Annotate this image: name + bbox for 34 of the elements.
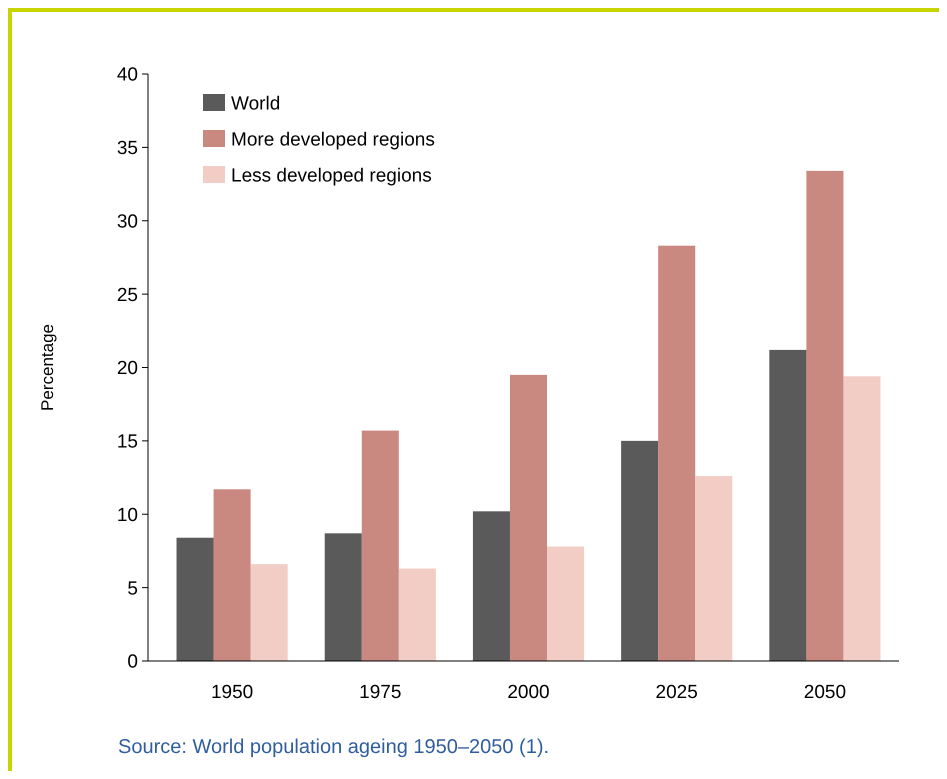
y-tick-label: 25 [116,284,138,306]
bar [214,489,251,661]
y-tick-label: 15 [116,432,138,453]
bar [621,440,658,661]
x-tick-label: 1950 [210,682,254,703]
bar [658,246,696,661]
bar [843,376,880,661]
bar [324,533,362,661]
legend-label: More developed regions [231,130,435,151]
y-tick-label: 20 [116,358,138,380]
bar [362,430,399,661]
bar [398,568,436,661]
y-axis-title: Percentage [38,324,57,411]
bar [472,511,510,661]
legend-label: World [231,94,280,115]
y-tick-label: 5 [127,578,138,600]
y-tick-label: 10 [116,504,138,526]
bar [806,170,844,661]
bar [769,350,806,661]
y-tick-label: 35 [116,138,138,160]
x-tick-label: 2025 [656,682,698,703]
y-tick-label: 0 [127,652,138,673]
bar [547,546,584,661]
x-tick-label: 2000 [507,682,550,703]
source-note: Source: World population ageing 1950–2050 (1). [118,736,550,758]
bar [250,564,288,661]
x-tick-label: 2050 [804,682,846,703]
y-tick-label: 40 [116,64,138,86]
bar [176,538,214,661]
x-tick-label: 1975 [359,682,402,703]
legend-label: Less developed regions [231,166,432,187]
bar [695,476,732,661]
bar [510,374,548,661]
y-tick-label: 30 [116,211,138,232]
